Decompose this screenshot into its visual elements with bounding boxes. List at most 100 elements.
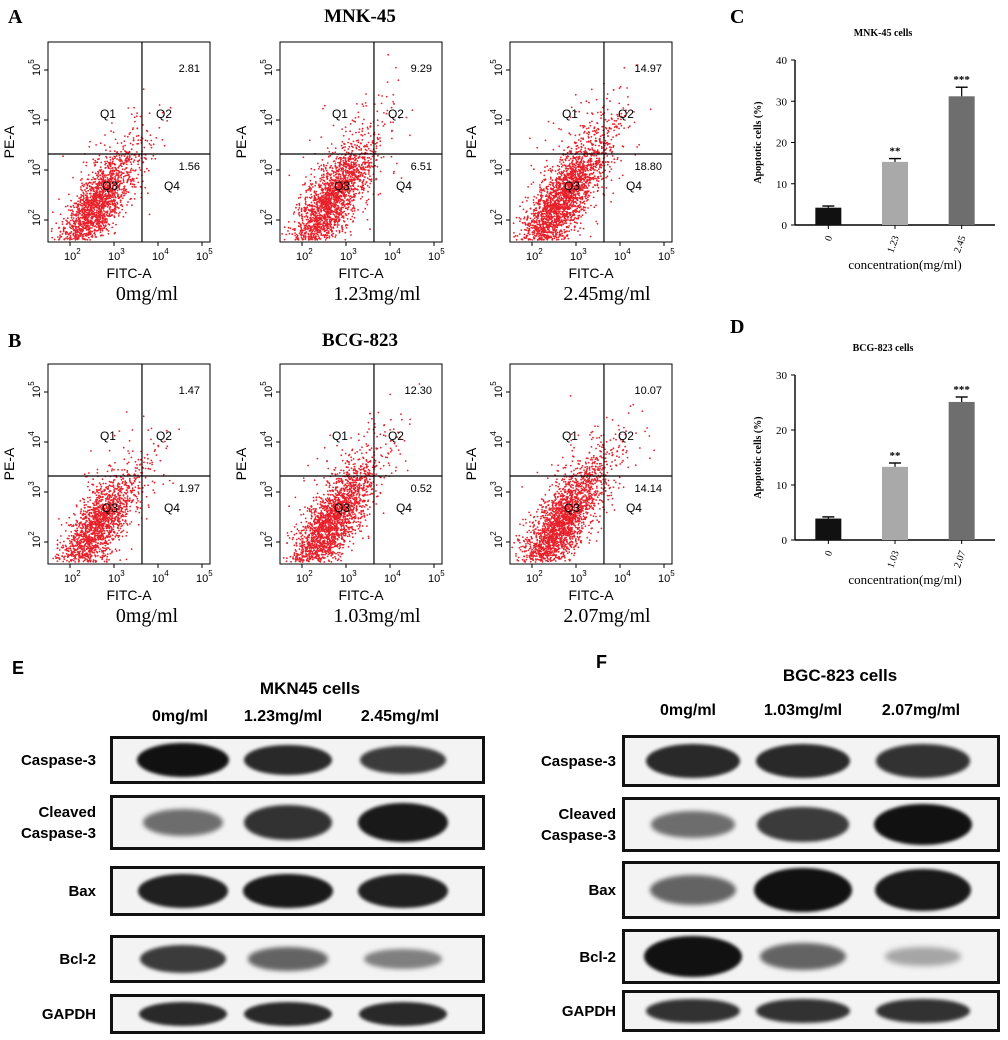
y-tick-label: 104 bbox=[27, 109, 43, 126]
y-axis-label: PE-A bbox=[233, 447, 249, 480]
y-tick-label: 105 bbox=[259, 381, 275, 398]
bar-c-title: MNK-45 cells bbox=[854, 28, 913, 39]
flow-plot-b-0: Q1 Q2 Q3 Q4 1.47 1.97 102 103 104 105 102 103 104 105… bbox=[1, 363, 213, 603]
quadrant-label-q1: Q1 bbox=[100, 107, 116, 121]
x-tick-label: 103 bbox=[570, 569, 587, 585]
flow-frame bbox=[509, 363, 673, 565]
y-tick-label: 102 bbox=[489, 531, 505, 548]
x-axis-label: FITC-A bbox=[568, 265, 614, 281]
western-f-blot-row-4 bbox=[622, 990, 1000, 1032]
flow-b-conc-0: 0mg/ml bbox=[115, 605, 179, 627]
western-f-band-1-0 bbox=[650, 811, 736, 838]
flow-a-conc-2: 2.45mg/ml bbox=[563, 283, 651, 305]
western-f-row-label-0: Caspase-3 bbox=[540, 753, 616, 770]
western-e-band-4-2 bbox=[358, 1001, 448, 1027]
western-f-band-2-2 bbox=[874, 868, 972, 912]
y-tick-label: 103 bbox=[489, 159, 505, 176]
western-e-band-1-1 bbox=[244, 804, 332, 841]
bar-d-significance-1: ** bbox=[890, 450, 902, 462]
x-tick-label: 103 bbox=[108, 569, 125, 585]
western-e-row-label-0: Caspase-3 bbox=[20, 752, 96, 769]
y-tick-label: 105 bbox=[259, 59, 275, 76]
y-axis-label: PE-A bbox=[463, 447, 479, 480]
western-f-blot-row-3 bbox=[622, 929, 1000, 984]
western-e-blot-row-1 bbox=[110, 795, 485, 850]
bar-d-x-tick-0: 0 bbox=[823, 549, 835, 557]
bar-chart-bcg823: BCG-823 cells 0 10 20 30 Apoptotic cells (%) 0… bbox=[753, 343, 995, 587]
western-e-band-0-2 bbox=[359, 745, 447, 775]
quadrant-label-q2: Q2 bbox=[388, 107, 404, 121]
flow-plot-b-2: Q1 Q2 Q3 Q4 10.07 14.14 102 103 104 105 102 103 104 1… bbox=[463, 363, 675, 603]
western-f-title: BGC-823 cells bbox=[782, 666, 898, 685]
western-f-band-3-0 bbox=[644, 936, 742, 977]
quadrant-label-q1: Q1 bbox=[332, 107, 348, 121]
western-e-band-4-0 bbox=[138, 1001, 228, 1027]
y-tick-label: 105 bbox=[489, 59, 505, 76]
bar-d-significance-2: *** bbox=[953, 384, 970, 396]
western-f-band-1-1 bbox=[757, 807, 849, 842]
flow-events bbox=[52, 411, 181, 563]
x-tick-label: 105 bbox=[428, 569, 445, 585]
q2-percent: 2.81 bbox=[179, 63, 200, 75]
bar-d-title: BCG-823 cells bbox=[853, 343, 914, 354]
q2-percent: 1.47 bbox=[179, 385, 200, 397]
y-tick-label: 103 bbox=[27, 481, 43, 498]
panel-letter-e: E bbox=[12, 658, 25, 678]
flow-a-conc-0: 0mg/ml bbox=[115, 283, 179, 305]
bar-c-y-tick: 40 bbox=[776, 55, 788, 67]
western-e-lane-2: 2.45mg/ml bbox=[360, 708, 440, 725]
western-e-band-2-1 bbox=[242, 873, 334, 909]
flow-events bbox=[512, 64, 652, 241]
y-tick-label: 105 bbox=[27, 59, 43, 76]
q2-percent: 10.07 bbox=[634, 385, 662, 397]
western-f-band-4-2 bbox=[876, 998, 970, 1024]
q4-percent: 1.97 bbox=[179, 483, 200, 495]
western-f-band-0-1 bbox=[755, 743, 851, 779]
x-tick-label: 104 bbox=[384, 247, 401, 263]
y-tick-label: 103 bbox=[489, 481, 505, 498]
q2-percent: 14.97 bbox=[634, 63, 662, 75]
quadrant-label-q2: Q2 bbox=[618, 429, 634, 443]
western-f-lane-2: 2.07mg/ml bbox=[881, 702, 961, 719]
western-f-row-label-3: Bcl-2 bbox=[579, 948, 616, 966]
bar-d-bar-0 bbox=[815, 518, 842, 540]
quadrant-label-q3: Q3 bbox=[334, 179, 350, 193]
x-tick-label: 105 bbox=[196, 247, 213, 263]
y-tick-label: 103 bbox=[27, 159, 43, 176]
y-tick-label: 103 bbox=[259, 481, 275, 498]
q4-percent: 0.52 bbox=[411, 483, 432, 495]
flow-frame bbox=[47, 363, 211, 565]
x-tick-label: 104 bbox=[614, 247, 631, 263]
panel-letter-a: A bbox=[8, 6, 23, 28]
x-tick-label: 103 bbox=[570, 247, 587, 263]
y-tick-label: 102 bbox=[27, 209, 43, 226]
y-tick-label: 104 bbox=[489, 431, 505, 448]
y-axis-label: PE-A bbox=[1, 125, 17, 158]
quadrant-label-q2: Q2 bbox=[156, 107, 172, 121]
bar-d-x-label: concentration(mg/ml) bbox=[848, 572, 961, 587]
bar-c-y-tick: 10 bbox=[776, 179, 788, 191]
quadrant-label-q2: Q2 bbox=[618, 107, 634, 121]
x-tick-label: 103 bbox=[340, 247, 357, 263]
y-tick-label: 102 bbox=[489, 209, 505, 226]
bar-c-bar-0 bbox=[815, 207, 842, 225]
western-f-band-3-2 bbox=[884, 947, 962, 966]
x-tick-label: 102 bbox=[64, 247, 81, 263]
x-tick-label: 103 bbox=[108, 247, 125, 263]
q4-percent: 1.56 bbox=[179, 161, 200, 173]
western-e-band-4-1 bbox=[243, 1001, 333, 1027]
y-tick-label: 102 bbox=[27, 531, 43, 548]
western-e-lane-0: 0mg/ml bbox=[151, 708, 208, 725]
quadrant-label-q3: Q3 bbox=[334, 501, 350, 515]
q4-percent: 18.80 bbox=[634, 161, 662, 173]
western-e-row-label-4: GAPDH bbox=[41, 1006, 96, 1023]
western-f-band-4-1 bbox=[756, 998, 850, 1024]
western-f-row-label-2: Bax bbox=[588, 882, 616, 899]
y-tick-label: 104 bbox=[259, 431, 275, 448]
western-f-lane-0: 0mg/ml bbox=[659, 702, 716, 719]
quadrant-label-q1: Q1 bbox=[100, 429, 116, 443]
x-tick-label: 104 bbox=[152, 569, 169, 585]
y-tick-label: 105 bbox=[27, 381, 43, 398]
western-f-band-4-0 bbox=[646, 998, 740, 1024]
y-axis-label: PE-A bbox=[233, 125, 249, 158]
